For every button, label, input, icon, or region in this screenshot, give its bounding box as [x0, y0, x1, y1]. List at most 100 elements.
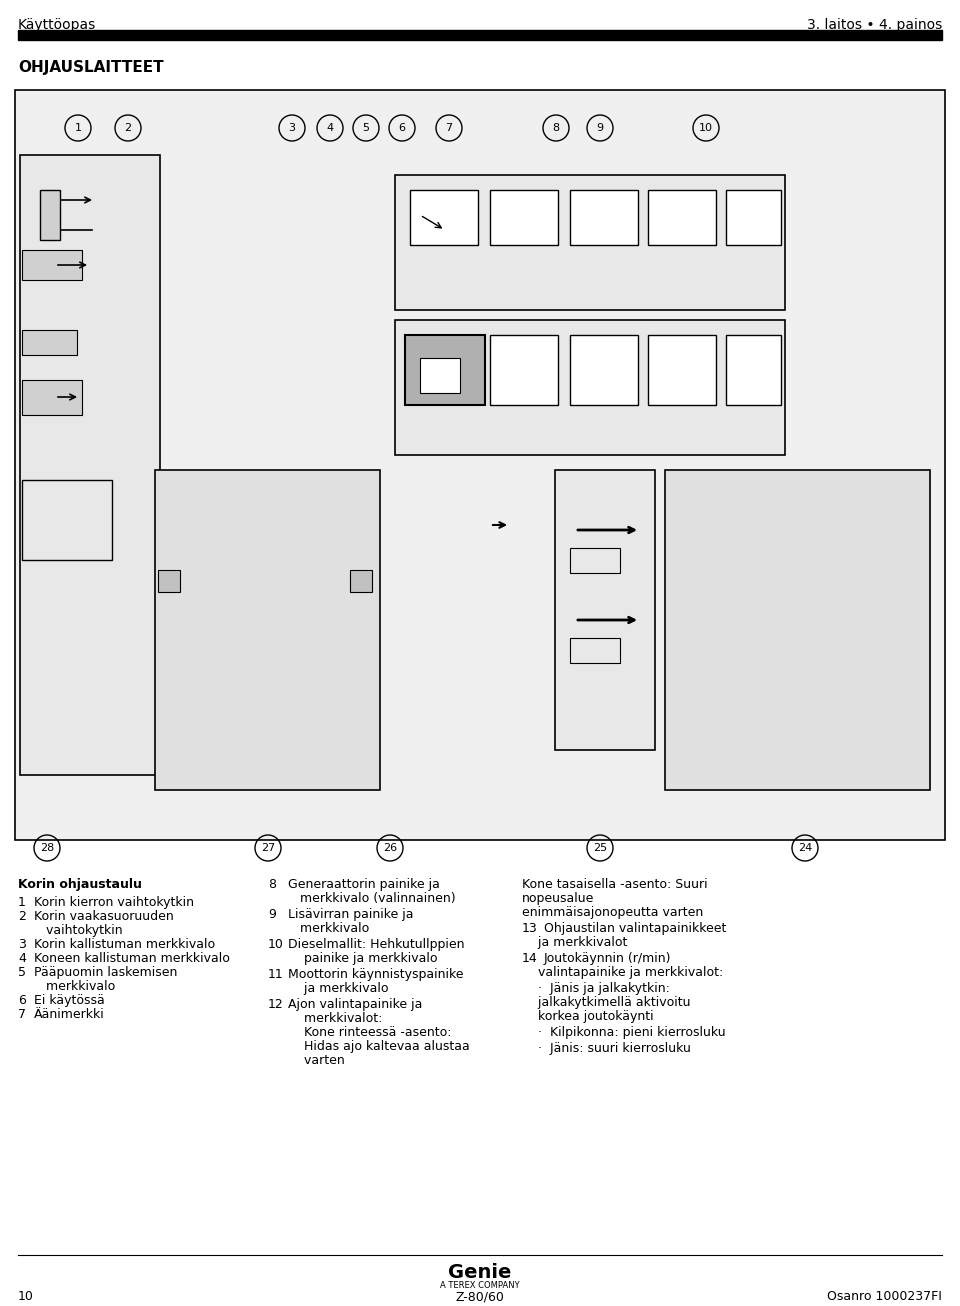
- Text: 10: 10: [699, 123, 713, 133]
- Text: 13: 13: [522, 922, 538, 935]
- Text: Ohjaustilan valintapainikkeet: Ohjaustilan valintapainikkeet: [544, 922, 727, 935]
- Text: 2: 2: [125, 123, 132, 133]
- Text: Hidas ajo kaltevaa alustaa: Hidas ajo kaltevaa alustaa: [288, 1040, 469, 1053]
- Text: Ei käytössä: Ei käytössä: [34, 994, 105, 1007]
- Text: 7: 7: [445, 123, 452, 133]
- Text: Koneen kallistuman merkkivalo: Koneen kallistuman merkkivalo: [34, 952, 229, 965]
- Text: Korin ohjaustaulu: Korin ohjaustaulu: [18, 878, 142, 891]
- Text: vaihtokytkin: vaihtokytkin: [34, 925, 123, 936]
- Bar: [22, 481, 112, 560]
- Text: 6: 6: [398, 123, 405, 133]
- Text: 26: 26: [383, 842, 397, 853]
- Bar: [490, 189, 558, 246]
- Text: Kone rinteessä -asento:: Kone rinteessä -asento:: [288, 1027, 451, 1040]
- Text: 7: 7: [18, 1008, 26, 1021]
- Text: nopeusalue: nopeusalue: [522, 892, 594, 905]
- Bar: [20, 155, 160, 774]
- Bar: [648, 336, 716, 405]
- Bar: [490, 336, 558, 405]
- Text: 4: 4: [326, 123, 333, 133]
- Text: Genie: Genie: [448, 1263, 512, 1282]
- Text: 5: 5: [18, 966, 26, 980]
- Text: enimmäisajonopeutta varten: enimmäisajonopeutta varten: [522, 906, 704, 919]
- Text: varten: varten: [288, 1054, 345, 1067]
- Text: Moottorin käynnistyspainike: Moottorin käynnistyspainike: [288, 968, 464, 981]
- Bar: [22, 330, 77, 355]
- Text: 3: 3: [18, 938, 26, 951]
- Text: ·  Jänis: suuri kierrosluku: · Jänis: suuri kierrosluku: [522, 1042, 691, 1055]
- Text: Joutokäynnin (r/min): Joutokäynnin (r/min): [544, 952, 671, 965]
- Text: merkkivalot:: merkkivalot:: [288, 1012, 382, 1025]
- Text: jalkakytkimellä aktivoitu: jalkakytkimellä aktivoitu: [522, 996, 690, 1010]
- Bar: [726, 189, 781, 246]
- Text: 11: 11: [268, 968, 284, 981]
- Text: 28: 28: [40, 842, 54, 853]
- Text: Käyttöopas: Käyttöopas: [18, 18, 96, 33]
- Text: 24: 24: [798, 842, 812, 853]
- Text: 12: 12: [268, 998, 284, 1011]
- Bar: [410, 189, 478, 246]
- Bar: [40, 189, 60, 240]
- Circle shape: [24, 515, 56, 546]
- Text: 3. laitos • 4. painos: 3. laitos • 4. painos: [806, 18, 942, 33]
- Text: 14: 14: [522, 952, 538, 965]
- Text: 9: 9: [268, 908, 276, 921]
- Text: 6: 6: [18, 994, 26, 1007]
- Text: Ajon valintapainike ja: Ajon valintapainike ja: [288, 998, 422, 1011]
- Circle shape: [24, 474, 56, 505]
- Bar: [18, 30, 942, 40]
- Text: 9: 9: [596, 123, 604, 133]
- Bar: [155, 470, 380, 790]
- Text: Osanro 1000237FI: Osanro 1000237FI: [828, 1290, 942, 1303]
- Text: Korin kierron vaihtokytkin: Korin kierron vaihtokytkin: [34, 896, 194, 909]
- Text: Z-80/60: Z-80/60: [456, 1290, 504, 1303]
- Text: 10: 10: [18, 1290, 34, 1303]
- Bar: [395, 175, 785, 310]
- Text: 5: 5: [363, 123, 370, 133]
- Text: Dieselmallit: Hehkutullppien: Dieselmallit: Hehkutullppien: [288, 938, 465, 951]
- Text: 27: 27: [261, 842, 276, 853]
- Text: Pääpuomin laskemisen: Pääpuomin laskemisen: [34, 966, 178, 980]
- Text: Korin vaakasuoruuden: Korin vaakasuoruuden: [34, 910, 174, 923]
- Bar: [405, 336, 485, 405]
- Bar: [570, 336, 638, 405]
- Text: merkkivalo: merkkivalo: [34, 980, 115, 993]
- Text: 8: 8: [552, 123, 560, 133]
- Text: ·  Jänis ja jalkakytkin:: · Jänis ja jalkakytkin:: [522, 982, 670, 995]
- Text: painike ja merkkivalo: painike ja merkkivalo: [288, 952, 438, 965]
- Bar: [570, 549, 620, 573]
- Text: OHJAUSLAITTEET: OHJAUSLAITTEET: [18, 60, 163, 74]
- Bar: [22, 249, 82, 279]
- Text: Generaattorin painike ja: Generaattorin painike ja: [288, 878, 440, 891]
- Bar: [22, 380, 82, 415]
- Bar: [420, 358, 460, 393]
- Bar: [15, 90, 945, 840]
- Text: 25: 25: [593, 842, 607, 853]
- Text: Korin kallistuman merkkivalo: Korin kallistuman merkkivalo: [34, 938, 215, 951]
- Text: 2: 2: [18, 910, 26, 923]
- Bar: [555, 470, 655, 750]
- Text: ja merkkivalot: ja merkkivalot: [522, 936, 628, 949]
- Bar: [570, 189, 638, 246]
- Bar: [570, 639, 620, 663]
- Circle shape: [601, 573, 615, 586]
- Text: 4: 4: [18, 952, 26, 965]
- Bar: [726, 336, 781, 405]
- Text: 1: 1: [75, 123, 82, 133]
- Text: merkkivalo: merkkivalo: [288, 922, 370, 935]
- Circle shape: [568, 573, 582, 586]
- Text: A TEREX COMPANY: A TEREX COMPANY: [441, 1281, 519, 1290]
- Text: valintapainike ja merkkivalot:: valintapainike ja merkkivalot:: [522, 966, 723, 980]
- Text: 3: 3: [289, 123, 296, 133]
- Text: 10: 10: [268, 938, 284, 951]
- Bar: [665, 470, 930, 790]
- Bar: [648, 189, 716, 246]
- Text: Äänimerkki: Äänimerkki: [34, 1008, 105, 1021]
- Circle shape: [601, 663, 615, 677]
- Text: ·  Kilpikonna: pieni kierrosluku: · Kilpikonna: pieni kierrosluku: [522, 1027, 726, 1040]
- Text: Lisävirran painike ja: Lisävirran painike ja: [288, 908, 414, 921]
- Text: merkkivalo (valinnainen): merkkivalo (valinnainen): [288, 892, 456, 905]
- Text: ja merkkivalo: ja merkkivalo: [288, 982, 389, 995]
- Text: korkea joutokäynti: korkea joutokäynti: [522, 1010, 654, 1023]
- Text: Kone tasaisella -asento: Suuri: Kone tasaisella -asento: Suuri: [522, 878, 708, 891]
